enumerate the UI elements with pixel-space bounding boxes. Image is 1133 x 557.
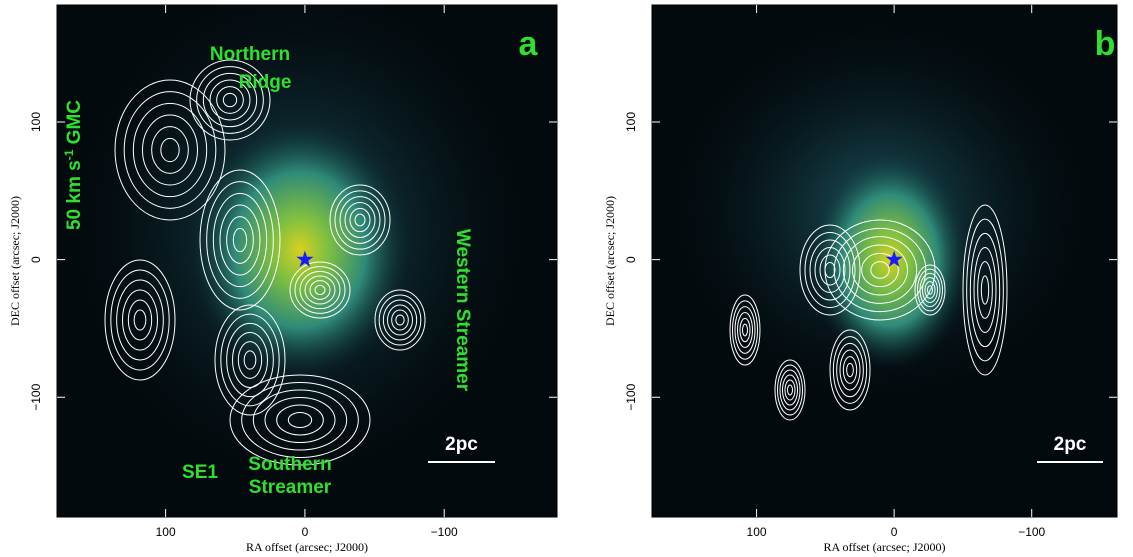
- x-tick-label: 100: [156, 525, 176, 539]
- x-axis-label: RA offset (arcsec; J2000): [823, 540, 945, 554]
- y-axis-label: DEC offset (arcsec; J2000): [603, 196, 617, 326]
- gmc-label-part: 50 km s: [64, 160, 85, 230]
- y-axis-label: DEC offset (arcsec; J2000): [8, 196, 22, 326]
- panel-label: b: [1095, 25, 1116, 63]
- y-tick-label: −100: [624, 383, 638, 410]
- panel: 100 0 −100 −100 0 100 RA offset (arcsec; J2000…: [8, 0, 557, 554]
- y-tick-label: 100: [624, 112, 638, 132]
- annotation: Ridge: [239, 72, 292, 93]
- scale-bar-label: 2pc: [445, 434, 478, 455]
- y-tick-label: 0: [624, 256, 638, 263]
- annotation: SE1: [182, 462, 218, 483]
- gmc-label-part: GMC: [64, 100, 85, 150]
- panel-label: a: [519, 25, 539, 63]
- x-axis-label: RA offset (arcsec; J2000): [246, 540, 368, 554]
- map-image: [652, 5, 1117, 517]
- x-tick-label: −100: [1018, 525, 1045, 539]
- annotation: Western Streamer: [452, 229, 473, 392]
- x-tick-label: 100: [747, 525, 767, 539]
- annotation: Southern: [248, 454, 331, 475]
- y-tick-label: 100: [29, 112, 43, 132]
- x-tick-label: −100: [431, 525, 458, 539]
- map-image: [57, 0, 557, 517]
- annotation: Northern: [210, 44, 290, 65]
- figure: 100 0 −100 −100 0 100 RA offset (arcsec; J2000…: [0, 0, 1133, 557]
- y-tick-label: 0: [29, 256, 43, 263]
- annotation: Streamer: [249, 477, 332, 498]
- y-tick-label: −100: [29, 383, 43, 410]
- x-tick-label: 0: [302, 525, 309, 539]
- gmc-label: 50 km s-1 GMC: [62, 100, 85, 230]
- x-tick-label: 0: [891, 525, 898, 539]
- gmc-label-part: -1: [62, 149, 76, 160]
- panel: 100 0 −100 −100 0 100 RA offset (arcsec; J2000…: [603, 5, 1117, 554]
- scale-bar-label: 2pc: [1054, 434, 1087, 455]
